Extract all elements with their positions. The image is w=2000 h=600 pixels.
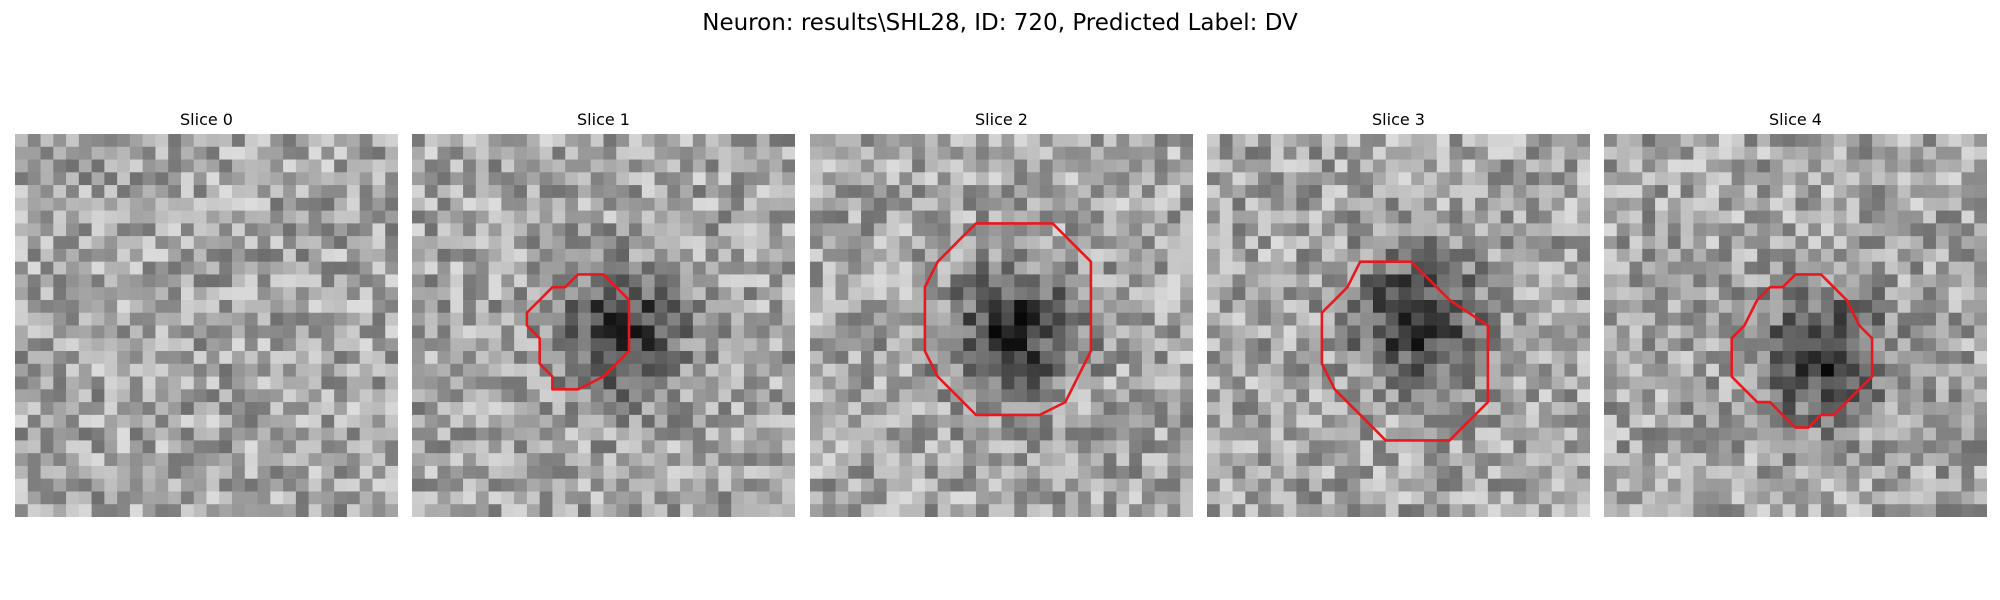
slice-title: Slice 0 — [15, 110, 398, 130]
pixel-grid — [412, 134, 795, 517]
pixel-grid — [15, 134, 398, 517]
pixel-grid — [1207, 134, 1590, 517]
slice-image — [1207, 134, 1590, 517]
pixel-grid — [810, 134, 1193, 517]
slice-image — [810, 134, 1193, 517]
slice-panel: Slice 3 — [1207, 110, 1590, 517]
slice-title: Slice 2 — [810, 110, 1193, 130]
pixel-grid — [1604, 134, 1987, 517]
slice-title: Slice 1 — [412, 110, 795, 130]
slice-image — [1604, 134, 1987, 517]
slice-panel: Slice 2 — [810, 110, 1193, 517]
slice-image — [15, 134, 398, 517]
slice-image — [412, 134, 795, 517]
slice-panel: Slice 1 — [412, 110, 795, 517]
figure-title: Neuron: results\SHL28, ID: 720, Predicte… — [0, 10, 2000, 36]
slice-panel: Slice 0 — [15, 110, 398, 517]
slice-panel: Slice 4 — [1604, 110, 1987, 517]
slice-title: Slice 4 — [1604, 110, 1987, 130]
slice-title: Slice 3 — [1207, 110, 1590, 130]
